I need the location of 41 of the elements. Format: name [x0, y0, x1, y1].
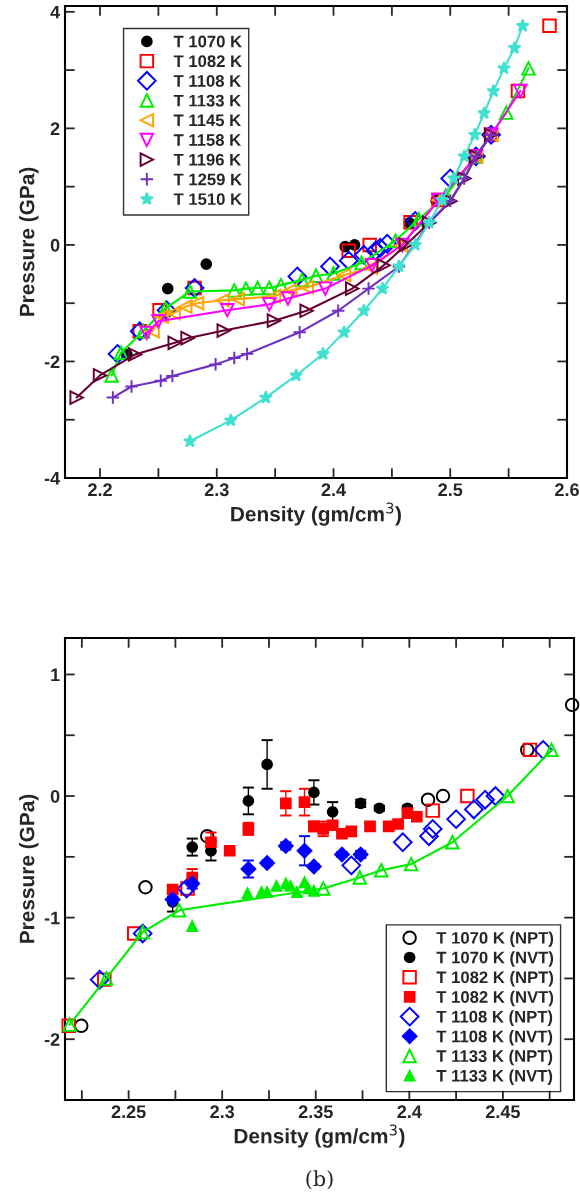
- legend-label: T 1108 K: [173, 75, 242, 87]
- x-tick-label: 2.45: [485, 1105, 520, 1119]
- legend-label: T 1196 K: [173, 153, 242, 166]
- y-tick-label: 0: [50, 789, 60, 803]
- legend-label: T 1133 K (NVT): [436, 1069, 553, 1085]
- legend-label: T 1145 K: [173, 114, 242, 127]
- legend-label: T 1070 K: [173, 35, 242, 48]
- x-tick-label: 2.6: [555, 483, 579, 497]
- legend-label: T 1510 K: [173, 193, 242, 206]
- legend-label: T 1133 K: [173, 94, 242, 107]
- x-tick-label: 2.4: [321, 483, 346, 496]
- x-tick-label: 2.3: [210, 1105, 235, 1119]
- y-tick-label: -4: [44, 472, 61, 485]
- legend-label: T 1108 K (NPT): [436, 1010, 553, 1026]
- legend-label: T 1158 K: [173, 134, 242, 146]
- legend-label: T 1082 K (NVT): [436, 990, 554, 1007]
- y-axis-title: Pressure (GPa): [19, 167, 39, 316]
- x-axis-title: Density (gm/cm$^{3}$): [231, 502, 401, 526]
- y-tick-label: 4: [50, 5, 61, 19]
- legend-label: T 1082 K (NPT): [436, 970, 554, 987]
- legend-label: T 1259 K: [173, 173, 242, 186]
- legend-label: T 1070 K (NPT): [436, 931, 554, 948]
- x-tick-label: 2.3: [204, 483, 229, 497]
- x-tick-label: 2.4: [397, 1105, 422, 1118]
- x-tick-label: 2.2: [88, 483, 112, 496]
- text: (b): [306, 1170, 333, 1190]
- y-tick-label: -1: [44, 911, 60, 925]
- y-tick-label: -2: [44, 1033, 60, 1046]
- x-axis-title: Density (gm/cm$^{3}$): [234, 1124, 405, 1148]
- x-tick-label: 2.5: [438, 483, 463, 497]
- x-tick-label: 2.25: [111, 1105, 146, 1119]
- y-tick-label: 2: [50, 122, 60, 135]
- y-axis-title: Pressure (GPa): [19, 794, 39, 943]
- legend-label: T 1070 K (NVT): [436, 951, 554, 967]
- y-tick-label: 0: [50, 238, 60, 252]
- legend-label: T 1082 K: [173, 55, 242, 68]
- legend-label: T 1133 K (NPT): [436, 1049, 553, 1066]
- y-tick-label: -2: [44, 355, 60, 368]
- legend-label: T 1108 K (NVT): [436, 1030, 553, 1046]
- y-tick-label: 1: [51, 668, 60, 682]
- x-tick-label: 2.35: [298, 1105, 333, 1119]
